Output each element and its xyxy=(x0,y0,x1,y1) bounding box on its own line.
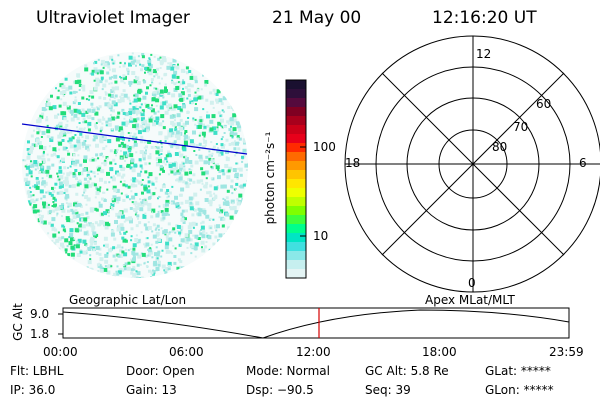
colorbar-segment xyxy=(286,170,306,180)
filter-info: Flt: LBHL xyxy=(10,364,64,378)
polar-diagonal-2 xyxy=(381,72,565,256)
colorbar-segment xyxy=(286,251,306,261)
x-label-2359: 23:59 xyxy=(549,345,584,359)
gc-alt-info: GC Alt: 5.8 Re xyxy=(365,364,449,378)
colorbar-segment xyxy=(286,107,306,117)
instrument-title: Ultraviolet Imager xyxy=(36,8,190,28)
gain-info: Gain: 13 xyxy=(126,383,177,397)
colorbar-segment xyxy=(286,98,306,108)
polar-grid xyxy=(344,35,600,293)
dsp-info: Dsp: −90.5 xyxy=(246,383,314,397)
altitude-plot xyxy=(58,307,570,339)
colorbar xyxy=(285,79,307,279)
colorbar-segment xyxy=(286,188,306,198)
altitude-curve xyxy=(62,309,570,339)
glon-info: GLon: ***** xyxy=(485,383,554,397)
colorbar-strip xyxy=(286,80,306,279)
colorbar-segment xyxy=(286,116,306,126)
altitude-plot-frame xyxy=(62,307,570,339)
colorbar-segment xyxy=(286,89,306,99)
time-label: 12:16:20 UT xyxy=(432,8,537,28)
mlt-label-18: 18 xyxy=(345,156,361,170)
colorbar-segment xyxy=(286,125,306,135)
x-label-1200: 12:00 xyxy=(296,345,331,359)
colorbar-segment xyxy=(286,242,306,252)
x-label-0600: 06:00 xyxy=(169,345,204,359)
glat-info: GLat: ***** xyxy=(485,364,551,378)
uv-image xyxy=(21,52,248,278)
gc-alt-axis-label: GC Alt xyxy=(11,303,25,341)
mode-info: Mode: Normal xyxy=(246,364,330,378)
colorbar-segment xyxy=(286,269,306,279)
seq-info: Seq: 39 xyxy=(365,383,411,397)
mlt-label-0: 0 xyxy=(468,276,476,290)
y-label-9: 9.0 xyxy=(30,307,50,321)
colorbar-segment xyxy=(286,80,306,90)
apex-title: Apex MLat/MLT xyxy=(425,293,515,307)
colorbar-segment xyxy=(286,224,306,234)
colorbar-unit-label: photon cm⁻²s⁻¹ xyxy=(263,131,277,225)
lat-label-60: 60 xyxy=(536,97,552,111)
geo-title: Geographic Lat/Lon xyxy=(69,293,187,307)
x-label-1800: 18:00 xyxy=(422,345,457,359)
x-label-0000: 00:00 xyxy=(43,345,78,359)
mlt-label-12: 12 xyxy=(476,47,492,61)
lat-label-70: 70 xyxy=(513,120,529,134)
mlt-label-6: 6 xyxy=(579,156,587,170)
lat-label-80: 80 xyxy=(492,140,508,154)
colorbar-segment xyxy=(286,197,306,207)
colorbar-label-100: 100 xyxy=(313,140,336,154)
ip-info: IP: 36.0 xyxy=(10,383,56,397)
door-info: Door: Open xyxy=(126,364,195,378)
y-label-1.8: 1.8 xyxy=(30,327,50,341)
colorbar-segment xyxy=(286,161,306,171)
colorbar-frame xyxy=(285,79,307,279)
colorbar-segment xyxy=(286,215,306,225)
colorbar-segment xyxy=(286,260,306,270)
uv-image-speckles xyxy=(22,52,248,278)
colorbar-segment xyxy=(286,233,306,243)
colorbar-segment xyxy=(286,143,306,153)
colorbar-label-10: 10 xyxy=(313,229,329,243)
colorbar-segment xyxy=(286,152,306,162)
colorbar-segment xyxy=(286,179,306,189)
orbit-track-line xyxy=(21,123,248,155)
colorbar-segment xyxy=(286,134,306,144)
colorbar-segment xyxy=(286,206,306,216)
date-label: 21 May 00 xyxy=(272,8,362,28)
